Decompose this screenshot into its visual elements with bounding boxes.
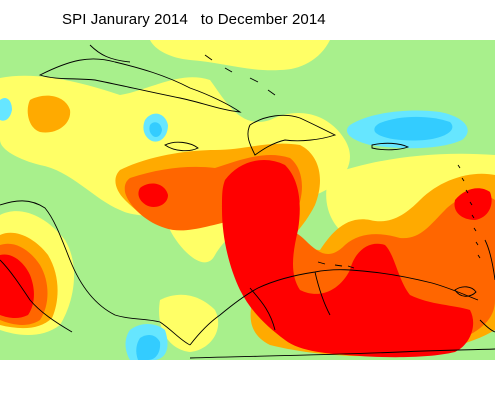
wet-zones	[0, 98, 468, 360]
spi-map	[0, 40, 495, 360]
map-title: SPI Janurary 2014 to December 2014	[62, 11, 326, 28]
coastlines	[0, 44, 495, 359]
